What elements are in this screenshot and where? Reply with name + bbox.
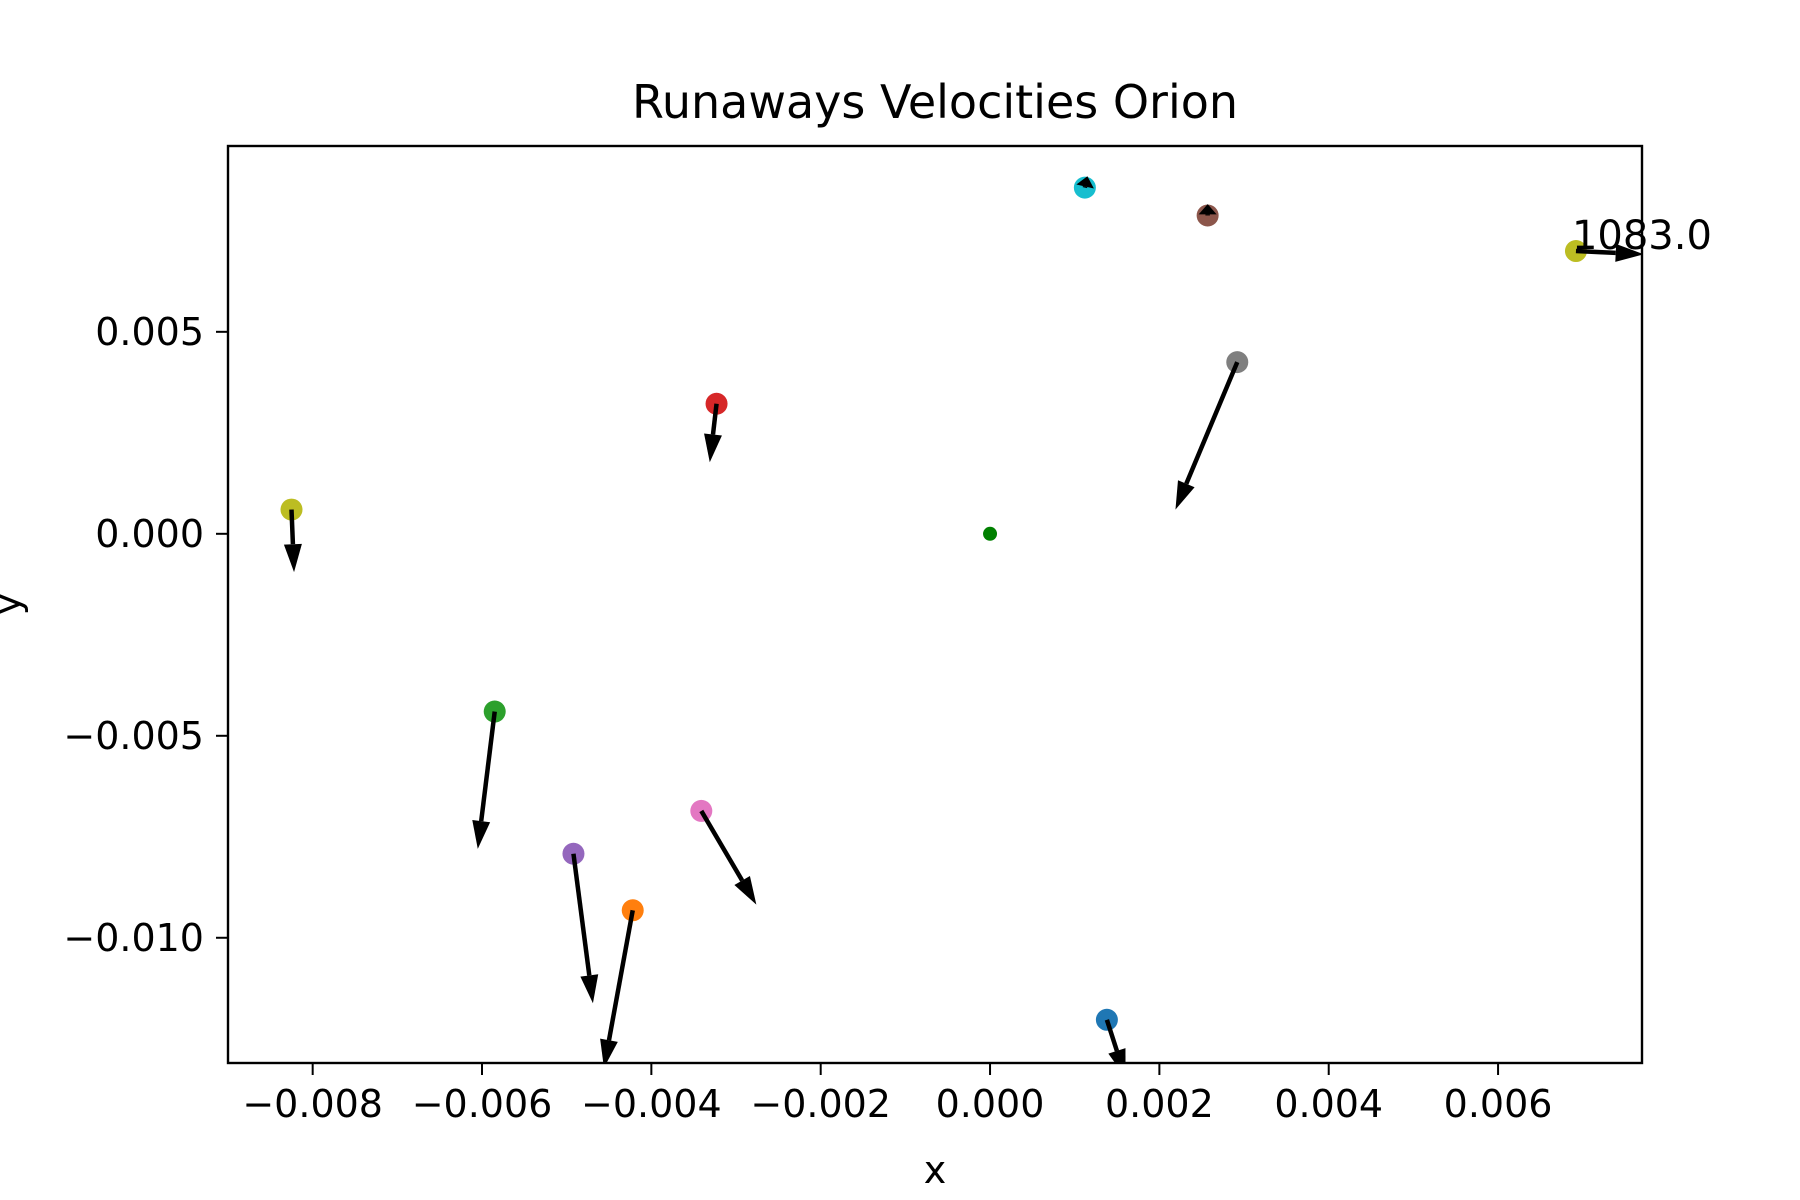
velocity-arrow-head (580, 974, 599, 1004)
velocity-arrow-head (472, 820, 491, 849)
velocity-arrow-head (1175, 480, 1195, 510)
velocity-arrow-head (1108, 1048, 1126, 1063)
velocity-arrow-head (1198, 204, 1217, 215)
velocity-arrow-shaft (699, 809, 745, 882)
velocity-arrow-shaft (710, 403, 719, 435)
y-tick-label: 0.000 (95, 512, 204, 556)
x-tick-label: 0.004 (1274, 1082, 1383, 1126)
velocity-arrow-shaft (1575, 248, 1616, 256)
center-point (983, 526, 998, 541)
velocity-arrow-shaft (289, 509, 296, 545)
y-tick-label: −0.010 (63, 916, 204, 960)
x-tick-label: −0.004 (581, 1082, 722, 1126)
velocity-arrow-head (704, 433, 722, 463)
x-axis-title: x (924, 1148, 947, 1192)
runaway-point (1564, 240, 1587, 263)
plot-frame (226, 144, 1644, 1065)
velocity-arrow-shaft (606, 909, 635, 1041)
x-tick-label: −0.006 (412, 1082, 553, 1126)
x-tick-label: 0.006 (1444, 1082, 1553, 1126)
x-tick-label: −0.008 (242, 1082, 383, 1126)
x-tick-label: 0.002 (1105, 1082, 1214, 1126)
velocity-arrow-shaft (478, 711, 497, 822)
velocity-arrow-head (734, 875, 757, 905)
chart-title: Runaways Velocities Orion (632, 75, 1238, 129)
y-axis-title: y (0, 593, 29, 616)
velocity-arrow-shaft (1184, 361, 1240, 485)
velocity-arrow-head (283, 543, 302, 573)
velocity-arrow-head (600, 1038, 618, 1063)
x-tick-label: −0.002 (750, 1082, 891, 1126)
velocity-arrow-shaft (1104, 1019, 1120, 1052)
x-tick-label: 0.000 (936, 1082, 1045, 1126)
y-tick-label: 0.005 (95, 310, 204, 354)
runaway-point (280, 498, 303, 521)
velocity-arrow-head (1615, 243, 1642, 262)
y-tick-label: −0.005 (63, 714, 204, 758)
velocity-arrow-head (1076, 176, 1094, 189)
velocity-arrow-shaft (571, 853, 592, 976)
